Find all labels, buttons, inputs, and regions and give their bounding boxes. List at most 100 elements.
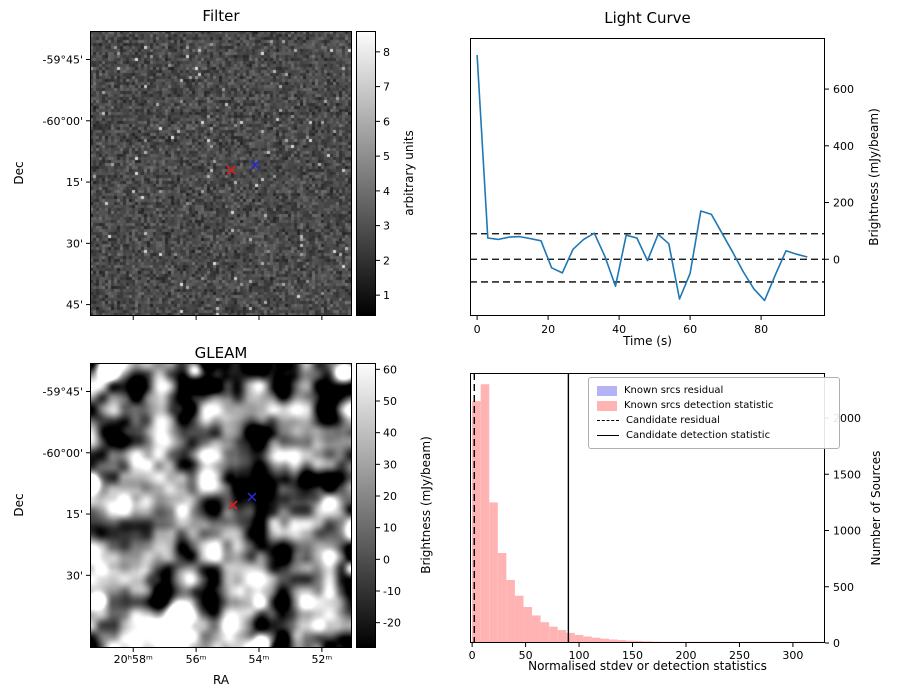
filter-colorbar-label: arbitrary units <box>402 130 416 216</box>
source-marker-x <box>226 165 236 175</box>
x-tick-label: 300 <box>782 649 803 662</box>
y-tick-label: 600 <box>833 83 854 96</box>
filter-title: Filter <box>202 7 240 25</box>
x-tick-label: 52ᵐ <box>311 653 332 666</box>
x-tick-label: 40 <box>612 323 626 336</box>
gleam-colorbar-tick-label: -10 <box>383 585 401 598</box>
gleam-border <box>90 363 352 648</box>
hist-bar <box>574 634 584 643</box>
y-tick-label: 30' <box>66 569 83 582</box>
hist-bar <box>514 595 524 643</box>
lightcurve-title: Light Curve <box>604 9 691 27</box>
filter-colorbar-border <box>356 31 376 316</box>
filter-colorbar-tick-label: 1 <box>383 289 390 302</box>
y-tick-label: 1000 <box>833 525 861 538</box>
y-tick-label: 30' <box>66 237 83 250</box>
legend-patch-swatch <box>597 385 617 396</box>
filter-colorbar-tick-label: 3 <box>383 220 390 233</box>
hist-bar <box>557 630 567 643</box>
hist-bar <box>506 580 515 643</box>
legend-item: Candidate residual <box>597 413 831 428</box>
x-tick-label: 250 <box>729 649 750 662</box>
gleam-image <box>90 363 352 648</box>
y-tick-label: 2000 <box>833 412 861 425</box>
hist-bar <box>566 632 575 644</box>
y-tick-label: 15' <box>66 176 83 189</box>
hist-bar <box>609 639 618 643</box>
lightcurve-line <box>476 54 808 302</box>
legend-patch-swatch <box>597 400 617 411</box>
y-tick-label: -60°00' <box>43 115 84 128</box>
y-tick-label: 0 <box>833 637 840 650</box>
lightcurve-xaxis-label: Time (s) <box>623 334 672 348</box>
hist-bar <box>523 607 533 643</box>
source-marker-x <box>247 492 257 502</box>
gleam-colorbar-tick-label: 20 <box>383 490 397 503</box>
gleam-colorbar-tick-label: -20 <box>383 617 401 630</box>
y-tick-label: 500 <box>833 581 854 594</box>
gleam-colorbar-tick-label: 30 <box>383 458 397 471</box>
x-tick-label: 20 <box>541 323 555 336</box>
hist-bar <box>634 640 644 643</box>
source-marker-x <box>228 500 238 510</box>
filter-colorbar-tick-label: 5 <box>383 150 390 163</box>
x-tick-label: 80 <box>754 323 768 336</box>
gleam-title: GLEAM <box>194 344 248 362</box>
lightcurve-border <box>470 38 825 316</box>
gleam-colorbar-tick-label: 40 <box>383 427 397 440</box>
y-tick-label: 200 <box>833 197 854 210</box>
hist-bar <box>489 502 498 644</box>
filter-colorbar-tick-label: 2 <box>383 254 390 267</box>
filter-colorbar <box>356 31 376 316</box>
y-tick-label: 400 <box>833 140 854 153</box>
x-tick-label: 100 <box>569 649 590 662</box>
x-tick-label: 0 <box>474 323 481 336</box>
gleam-colorbar-border <box>356 363 376 648</box>
filter-colorbar-tick-label: 4 <box>383 185 390 198</box>
hist-bar <box>532 615 541 643</box>
hist-bar <box>617 640 627 643</box>
y-tick-label: 1500 <box>833 468 861 481</box>
legend-solid-line-swatch <box>597 435 619 436</box>
gleam-colorbar-label: Brightness (mJy/beam) <box>419 436 433 574</box>
x-tick-label: 60 <box>683 323 697 336</box>
legend-item: Candidate detection statistic <box>597 428 831 443</box>
hist-bar <box>480 384 490 643</box>
gleam-colorbar-tick-label: 0 <box>383 553 390 566</box>
y-tick-label: 45' <box>66 299 83 312</box>
y-tick-label: -60°00' <box>43 447 84 460</box>
hist-bar <box>626 640 635 643</box>
hist-bar <box>600 638 609 643</box>
x-tick-label: 200 <box>675 649 696 662</box>
legend-dashed-line-swatch <box>597 420 619 421</box>
lightcurve-yaxis-label: Brightness (mJy/beam) <box>867 108 881 246</box>
gleam-yaxis-label: Dec <box>12 493 26 517</box>
gleam-xaxis-label: RA <box>212 673 230 687</box>
hist-bar <box>549 626 558 643</box>
filter-colorbar-tick-label: 7 <box>383 81 390 94</box>
hist-bar <box>472 401 481 644</box>
legend-item: Known srcs residual <box>597 383 831 398</box>
legend-label: Candidate residual <box>626 415 720 426</box>
y-tick-label: -59°45' <box>43 54 84 67</box>
filter-colorbar-tick-label: 8 <box>383 46 390 59</box>
hist-bar <box>540 622 550 643</box>
histogram-border <box>470 373 825 643</box>
y-tick-label: -59°45' <box>43 386 84 399</box>
filter-border <box>90 31 352 316</box>
y-tick-label: 0 <box>833 253 840 266</box>
legend-label: Candidate detection statistic <box>626 430 771 441</box>
filter-image <box>90 31 352 316</box>
gleam-colorbar-tick-label: 50 <box>383 395 397 408</box>
gleam-colorbar-tick-label: 60 <box>383 363 397 376</box>
source-marker-x <box>250 160 260 170</box>
gleam-colorbar <box>356 363 376 648</box>
gleam-colorbar-tick-label: 10 <box>383 522 397 535</box>
y-tick-label: 15' <box>66 508 83 521</box>
x-tick-label: 54ᵐ <box>249 653 270 666</box>
filter-yaxis-label: Dec <box>12 161 26 185</box>
histogram-xaxis-label: Normalised stdev or detection statistics <box>528 659 767 673</box>
legend-label: Known srcs detection statistic <box>624 400 774 411</box>
